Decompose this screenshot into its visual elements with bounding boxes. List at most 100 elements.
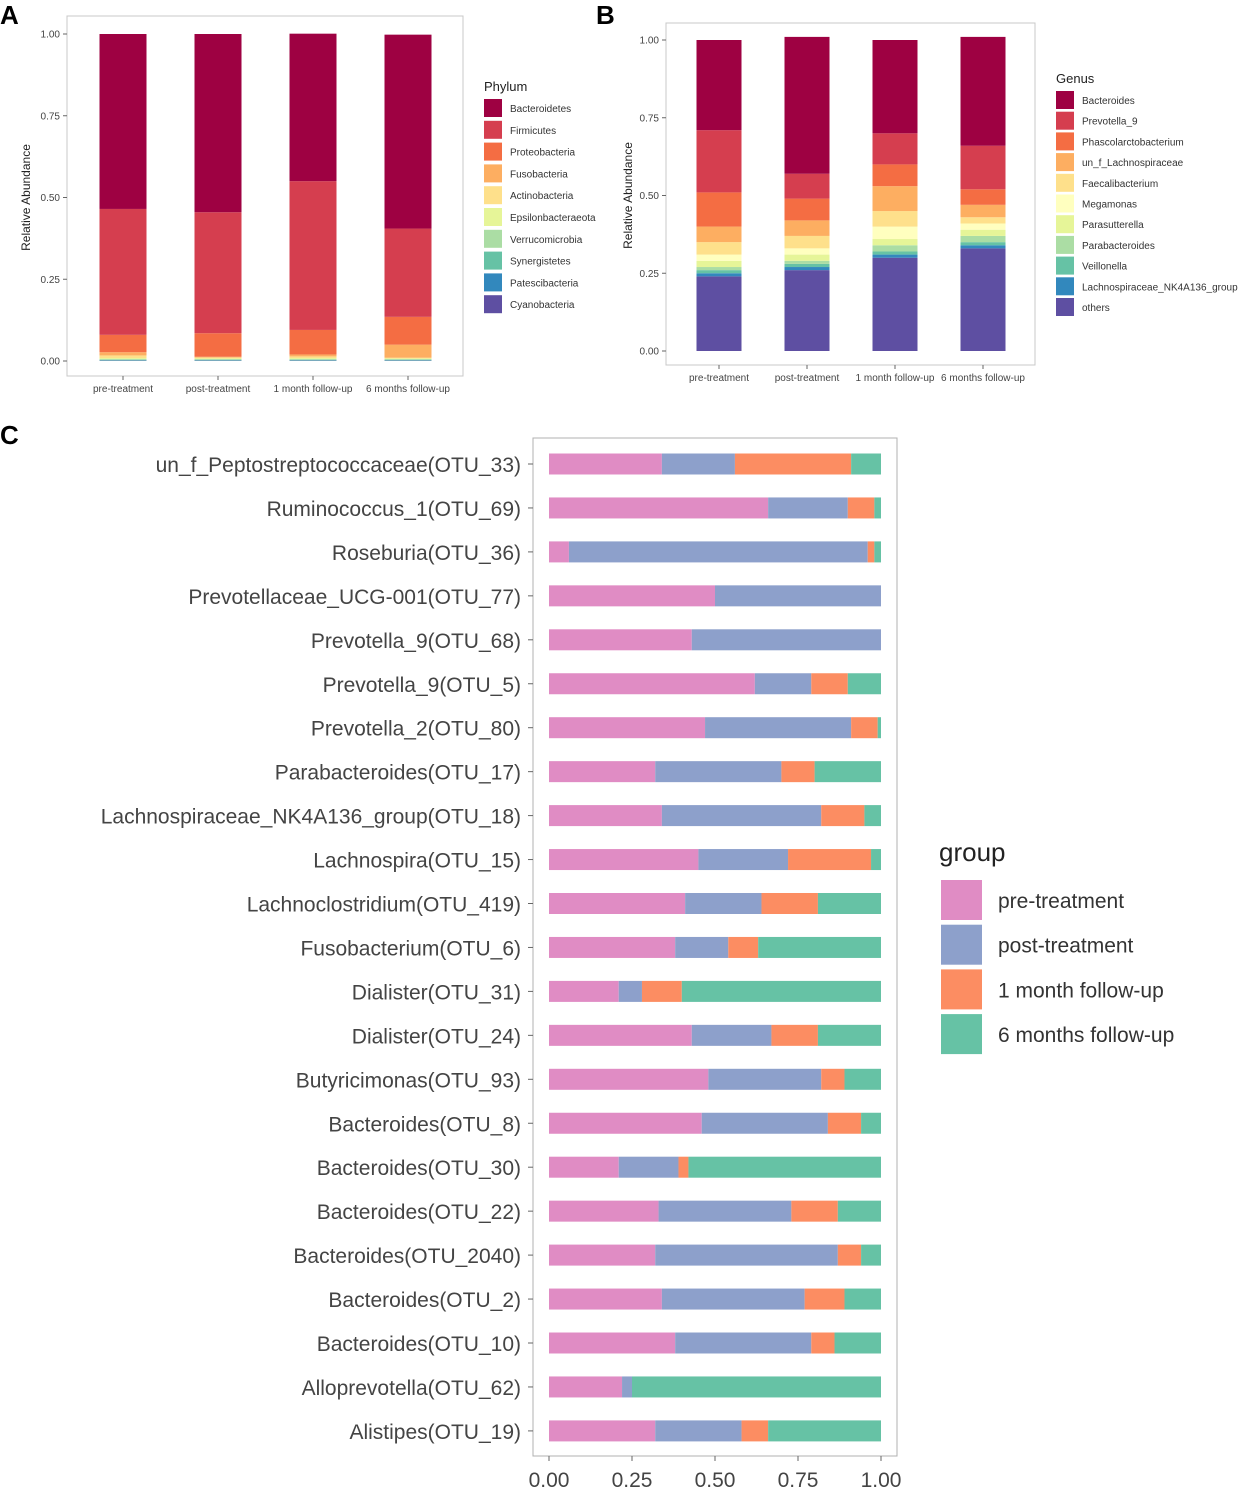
bar-segment [655,1420,742,1442]
bar-segment [821,1068,845,1090]
bar-segment [384,34,432,229]
legend-swatch [484,273,502,292]
legend-label: Veillonella [1082,262,1127,273]
bar-segment [289,356,337,359]
x-tick-label: 6 months follow-up [366,384,450,395]
bar-segment [784,173,830,199]
legend-swatch [484,251,502,270]
bar-segment [696,276,742,351]
bar-segment [851,453,881,475]
y-tick-label: 0.50 [640,191,660,202]
bar-segment [827,1112,862,1134]
bar-segment [289,358,337,360]
legend-swatch [1056,194,1074,213]
bar-segment [289,329,337,355]
panel-letter-a: A [0,0,19,30]
bar-segment [696,273,742,277]
bar-segment [655,761,782,783]
bar-segment [632,1376,881,1398]
legend-swatch [484,164,502,183]
bar-segment [384,359,432,360]
bar-segment [698,849,789,871]
bar-segment [864,805,881,827]
bar-segment [658,1200,792,1222]
bar-segment [681,980,881,1002]
legend-swatch [484,142,502,161]
x-tick-label: 1.00 [861,1469,902,1492]
legend-swatch [1056,298,1074,316]
bar-segment [715,585,881,607]
x-tick-label: pre-treatment [93,384,153,395]
bar-segment [289,354,337,357]
y-tick-label: 0.00 [41,357,61,368]
legend-label: un_f_Lachnospiraceae [1082,158,1184,169]
y-axis-title: Relative Abundance [621,142,635,249]
y-tick-label: Prevotella_9(OTU_68) [311,630,521,653]
bar-segment [872,164,918,187]
bar-segment [549,1068,709,1090]
bar-segment [847,497,875,519]
bar-segment [960,242,1006,246]
bar-segment [549,1024,692,1046]
y-tick-label: 0.25 [41,275,61,286]
bar-segment [675,1332,812,1354]
bar-segment [874,541,881,563]
bar-segment [872,186,918,212]
legend-label: 6 months follow-up [998,1024,1174,1047]
bar-segment [811,673,848,695]
bar-segment [817,1024,881,1046]
legend-label: Synergistetes [510,257,571,268]
y-tick-label: Dialister(OTU_24) [352,1025,521,1048]
legend-swatch [484,295,502,314]
y-tick-label: Alistipes(OTU_19) [349,1421,521,1444]
bar-segment [784,270,830,351]
panel-letter-c: C [0,420,19,450]
bar-segment [289,33,337,182]
bar-segment [788,849,872,871]
bar-segment [872,133,918,165]
bar-segment [851,717,878,739]
bar-segment [549,1332,676,1354]
legend-swatch [1056,256,1074,275]
bar-segment [872,40,918,134]
bar-segment [99,355,147,359]
bar-segment [678,1156,689,1178]
bar-segment [661,1288,805,1310]
y-tick-label: Ruminococcus_1(OTU_69) [267,498,521,521]
bar-segment [874,497,881,519]
legend-swatch [941,1014,982,1055]
bar-segment [549,893,686,914]
legend-label: Bacteroidetes [510,104,571,115]
bar-segment [696,242,742,255]
bar-segment [781,761,815,783]
bar-segment [784,248,830,255]
bar-segment [194,34,242,213]
bar-segment [696,130,742,193]
legend-label: Phascolarctobacterium [1082,137,1184,148]
bar-segment [549,1376,623,1398]
bar-segment [837,1244,862,1266]
bar-segment [844,1288,881,1310]
bar-segment [675,936,729,958]
bar-segment [877,717,881,739]
legend-label: Prevotella_9 [1082,117,1138,128]
bar-segment [741,1420,769,1442]
x-tick-label: pre-treatment [689,373,749,384]
bar-segment [549,1156,619,1178]
bar-segment [289,359,337,361]
y-tick-label: Bacteroides(OTU_8) [328,1113,521,1136]
legend-swatch [1056,111,1074,130]
bar-segment [784,36,830,174]
bar-segment [867,541,875,563]
bar-segment [655,1244,838,1266]
x-tick-label: 0.75 [778,1469,819,1492]
bar-segment [872,251,918,255]
bar-segment [811,1332,835,1354]
bar-segment [872,245,918,252]
y-tick-label: Dialister(OTU_31) [352,981,521,1004]
legend-swatch [1056,132,1074,151]
bar-segment [549,849,699,871]
legend-swatch [1056,277,1074,296]
bar-segment [549,761,656,783]
legend-label: Firmicutes [510,126,556,137]
